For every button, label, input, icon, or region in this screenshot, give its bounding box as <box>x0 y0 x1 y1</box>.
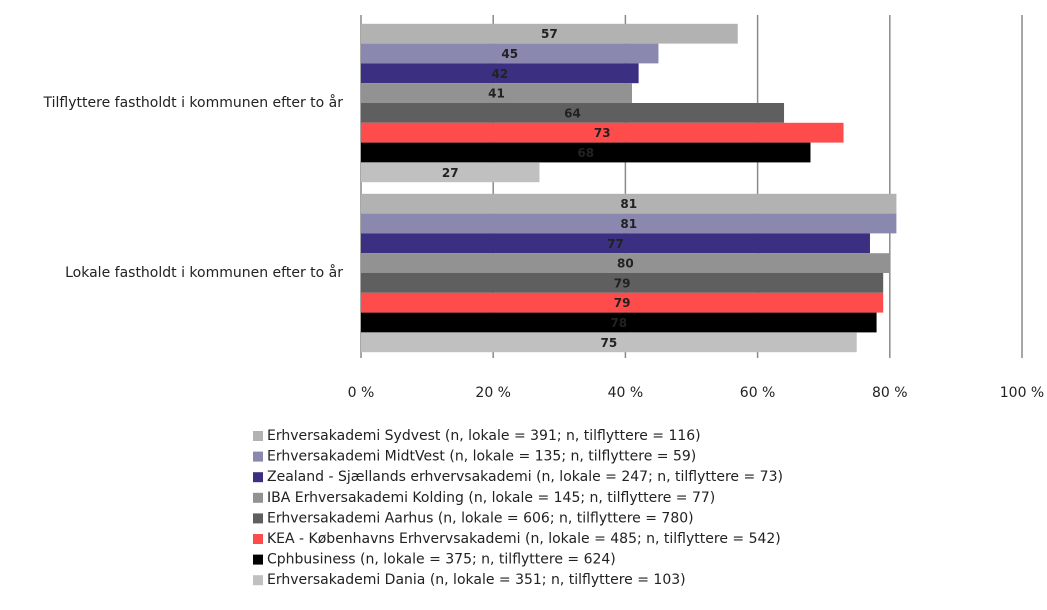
x-tick-label: 40 % <box>608 385 644 401</box>
legend-label: IBA Erhversakademi Kolding (n, lokale = … <box>267 490 715 506</box>
data-label: 81 <box>620 217 637 231</box>
x-tick-label: 20 % <box>475 385 511 401</box>
legend-swatch <box>253 472 263 483</box>
bar <box>361 193 897 214</box>
data-label: 75 <box>601 336 618 350</box>
bar <box>361 162 540 183</box>
bar <box>361 103 785 123</box>
bar <box>361 253 890 273</box>
category-label: Tilflyttere fastholdt i kommunen efter t… <box>43 94 344 111</box>
data-label: 73 <box>594 126 611 140</box>
legend-swatch <box>253 575 263 586</box>
x-tick-label: 60 % <box>740 385 776 401</box>
bar <box>361 142 811 163</box>
data-label: 80 <box>617 257 634 271</box>
legend-label: Cphbusiness (n, lokale = 375; n, tilflyt… <box>267 552 616 568</box>
data-label: 79 <box>614 296 631 310</box>
data-label: 41 <box>488 87 505 101</box>
data-label: 77 <box>607 237 624 251</box>
bar <box>361 332 857 353</box>
bar <box>361 292 884 313</box>
data-label: 42 <box>491 67 508 81</box>
category-label: Lokale fastholdt i kommunen efter to år <box>65 264 343 281</box>
bar <box>361 23 738 44</box>
legend-swatch <box>253 513 263 524</box>
legend-label: Erhversakademi MidtVest (n, lokale = 135… <box>267 449 696 465</box>
data-label: 79 <box>614 276 631 290</box>
bar <box>361 43 659 64</box>
legend-swatch <box>253 451 263 462</box>
legend-label: Zealand - Sjællands erhvervsakademi (n, … <box>267 469 783 485</box>
data-label: 78 <box>610 316 627 330</box>
bar <box>361 122 844 143</box>
legend-label: Erhversakademi Aarhus (n, lokale = 606; … <box>267 510 694 526</box>
bar <box>361 213 897 234</box>
bar <box>361 273 884 293</box>
legend-swatch <box>253 554 263 565</box>
x-tick-label: 100 % <box>1000 385 1044 401</box>
legend-label: KEA - Københavns Erhvervsakademi (n, lok… <box>267 531 781 547</box>
legend-label: Erhversakademi Dania (n, lokale = 351; n… <box>267 572 686 588</box>
data-label: 45 <box>501 47 518 61</box>
data-label: 57 <box>541 27 558 41</box>
legend-swatch <box>253 534 263 544</box>
bar <box>361 233 870 254</box>
x-tick-label: 80 % <box>872 385 908 401</box>
bar <box>361 83 633 103</box>
bar <box>361 63 639 84</box>
bar <box>361 312 877 333</box>
data-label: 27 <box>442 166 459 180</box>
legend-swatch <box>253 431 263 441</box>
data-label: 64 <box>564 106 581 120</box>
data-label: 81 <box>620 197 637 211</box>
x-tick-label: 0 % <box>348 385 375 401</box>
legend-swatch <box>253 492 263 503</box>
legend-label: Erhversakademi Sydvest (n, lokale = 391;… <box>267 428 701 444</box>
data-label: 68 <box>577 146 594 160</box>
